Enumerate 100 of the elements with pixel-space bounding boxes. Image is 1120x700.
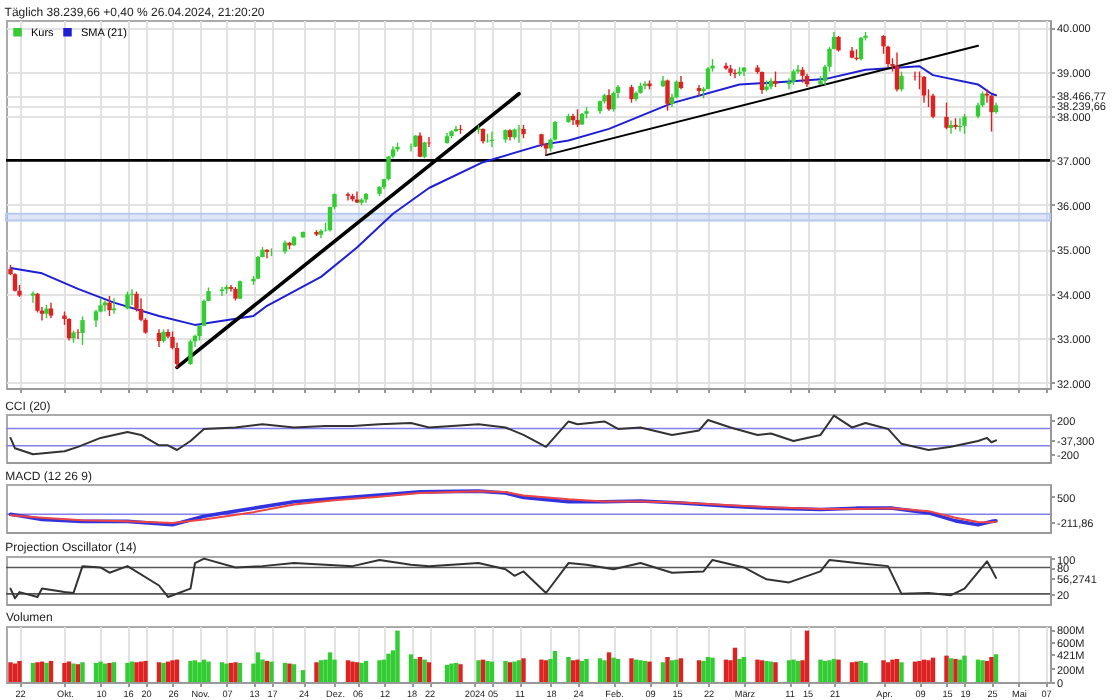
bar <box>192 660 198 682</box>
candlestick <box>944 101 949 131</box>
candlestick <box>345 191 351 202</box>
bar <box>552 651 558 682</box>
bar <box>642 660 648 682</box>
bar <box>678 658 684 682</box>
candlestick <box>948 119 954 135</box>
bar <box>62 662 67 682</box>
bar <box>485 660 490 682</box>
bar <box>512 661 517 682</box>
bar <box>503 660 508 682</box>
bar <box>354 662 360 682</box>
bar <box>984 660 990 682</box>
bar <box>917 660 922 682</box>
bar <box>944 655 949 682</box>
bar <box>161 662 166 682</box>
bar <box>647 661 652 682</box>
bar <box>962 655 967 682</box>
bar <box>453 662 459 682</box>
bar <box>143 660 148 682</box>
bar <box>264 660 270 682</box>
bar <box>359 662 364 682</box>
bar <box>71 663 76 682</box>
bar <box>125 662 130 682</box>
bar <box>260 659 265 682</box>
bar <box>17 660 22 682</box>
bar <box>930 657 936 682</box>
candlestick <box>732 68 738 79</box>
bar <box>890 659 895 682</box>
bar <box>858 660 864 682</box>
candlestick <box>665 78 670 112</box>
bar <box>395 630 400 682</box>
candlestick <box>129 288 135 306</box>
bar <box>255 652 261 682</box>
bar <box>989 656 994 682</box>
bar <box>948 658 954 682</box>
line-series <box>9 557 997 600</box>
bar <box>597 658 603 682</box>
bar <box>44 662 49 682</box>
bar <box>237 662 243 682</box>
bar <box>894 658 900 682</box>
bar <box>170 660 175 682</box>
bar <box>885 662 891 682</box>
bar <box>422 659 427 682</box>
bar <box>741 656 747 682</box>
bar <box>332 659 337 682</box>
bar <box>233 662 238 682</box>
candlestick <box>111 297 117 315</box>
candlestick <box>12 272 18 293</box>
bar <box>30 662 36 682</box>
bar <box>521 658 526 682</box>
candlestick <box>228 284 234 293</box>
bar <box>849 662 855 682</box>
bar <box>611 657 616 682</box>
bar <box>327 652 333 682</box>
bar <box>323 659 328 682</box>
bar <box>318 660 324 682</box>
bar <box>458 664 463 682</box>
bar <box>831 658 837 682</box>
bar <box>759 660 765 682</box>
bar <box>426 662 432 682</box>
bar <box>818 659 823 682</box>
bar <box>417 656 423 682</box>
bar <box>291 664 297 682</box>
bar <box>35 662 40 682</box>
bar <box>444 664 450 682</box>
bar <box>224 663 229 682</box>
candlestick <box>75 328 81 340</box>
bar <box>107 662 112 682</box>
bar <box>287 663 292 682</box>
bar <box>156 662 162 682</box>
candlestick <box>899 70 904 93</box>
bar <box>827 660 832 682</box>
bar <box>228 662 234 682</box>
bar <box>539 659 544 682</box>
bar <box>408 654 414 682</box>
bar <box>566 656 571 682</box>
bar <box>899 662 904 682</box>
candlestick <box>417 131 423 159</box>
candlestick <box>102 299 108 313</box>
bar <box>629 658 634 682</box>
bar <box>75 664 81 682</box>
bar <box>791 659 796 682</box>
candlestick <box>66 317 72 342</box>
bar <box>710 657 715 682</box>
bar <box>863 662 868 682</box>
bar <box>638 660 643 682</box>
candlestick <box>188 338 193 366</box>
bar <box>98 661 103 682</box>
bar <box>579 660 585 682</box>
candlestick <box>80 315 85 346</box>
bar <box>93 662 99 682</box>
bar <box>300 670 306 682</box>
bar <box>786 660 792 682</box>
candlestick <box>611 90 616 113</box>
bar <box>953 658 958 682</box>
bar <box>836 659 841 682</box>
bar <box>602 660 607 682</box>
candlestick <box>30 290 36 304</box>
bar <box>188 660 193 682</box>
